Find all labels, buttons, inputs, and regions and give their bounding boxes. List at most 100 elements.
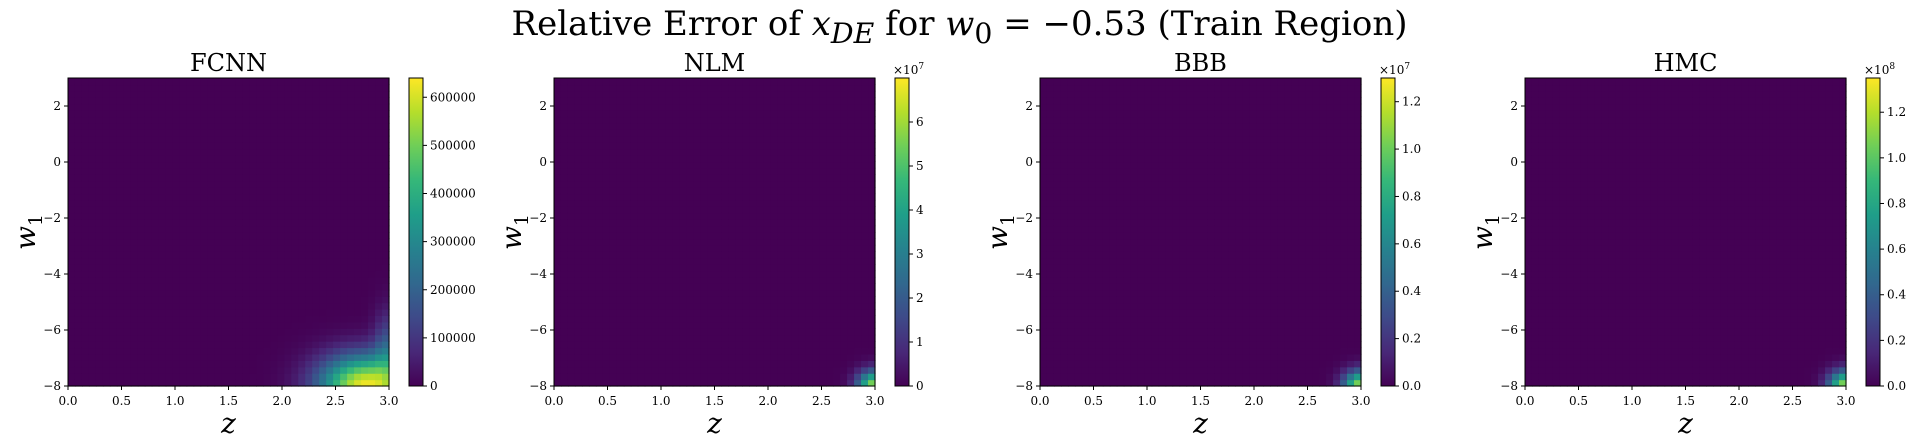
heatmap-cell (256, 142, 264, 150)
heatmap-cell (756, 296, 764, 304)
heatmap-cell (686, 97, 695, 105)
heatmap-cell (361, 373, 369, 381)
heatmap-cell (1081, 360, 1090, 368)
heatmap-cell (123, 84, 132, 92)
heatmap-cell (375, 353, 383, 361)
heatmap-cell (74, 174, 83, 182)
heatmap-cell (721, 155, 730, 163)
heatmap-cell (291, 289, 299, 297)
heatmap-cell (1102, 257, 1111, 265)
heatmap-cell (784, 289, 792, 297)
heatmap-cell (672, 366, 681, 374)
heatmap-cell (1067, 353, 1076, 361)
heatmap-cell (207, 334, 216, 342)
heatmap-cell (609, 206, 618, 214)
heatmap-cell (158, 347, 167, 355)
heatmap-cell (819, 187, 827, 195)
heatmap-cell (1046, 244, 1055, 252)
heatmap-cell (312, 90, 320, 98)
heatmap-cell (130, 212, 139, 220)
heatmap-cell (672, 116, 681, 124)
heatmap-cell (707, 289, 716, 297)
heatmap-cell (102, 379, 111, 387)
heatmap-cell (284, 347, 292, 355)
heatmap-cell (609, 353, 618, 361)
heatmap-cell (770, 180, 778, 188)
heatmap-cell (375, 373, 383, 381)
heatmap-cell (270, 328, 278, 336)
heatmap-cell (1040, 334, 1048, 342)
heatmap-cell (81, 334, 90, 342)
heatmap-cell (805, 90, 813, 98)
heatmap-cell (791, 97, 799, 105)
heatmap-cell (284, 110, 292, 118)
heatmap-cell (172, 135, 181, 143)
heatmap-cell (68, 257, 76, 265)
heatmap-cell (560, 167, 569, 175)
heatmap-cell (574, 199, 583, 207)
heatmap-cell (1067, 167, 1076, 175)
heatmap-cell (340, 129, 348, 137)
x-tick-label: 0.0 (58, 394, 77, 408)
heatmap-cell (574, 84, 583, 92)
heatmap-cell (1074, 347, 1083, 355)
heatmap-cell (305, 334, 313, 342)
heatmap-cell (1040, 232, 1048, 240)
heatmap-cell (291, 225, 299, 233)
heatmap-cell (700, 135, 709, 143)
heatmap-cell (109, 276, 118, 284)
heatmap-cell (249, 379, 258, 387)
heatmap-cell (256, 334, 264, 342)
heatmap-cell (214, 212, 223, 220)
heatmap-cell (361, 232, 369, 240)
heatmap-cell (137, 103, 146, 111)
heatmap-cell (88, 334, 97, 342)
heatmap-cell (602, 341, 611, 349)
heatmap-cell (165, 302, 174, 310)
heatmap-cell (833, 122, 841, 130)
heatmap-cell (1046, 341, 1055, 349)
heatmap-cell (68, 199, 76, 207)
heatmap-cell (749, 122, 757, 130)
heatmap-cell (805, 341, 813, 349)
heatmap-cell (200, 219, 209, 227)
heatmap-cell (354, 334, 362, 342)
heatmap-cell (151, 302, 160, 310)
heatmap-cell (679, 116, 688, 124)
heatmap-cell (742, 135, 750, 143)
heatmap-cell (679, 264, 688, 272)
heatmap-cell (361, 347, 369, 355)
heatmap-cell (1095, 366, 1104, 374)
heatmap-cell (263, 97, 271, 105)
heatmap-cell (609, 135, 618, 143)
heatmap-cell (102, 244, 111, 252)
heatmap-cell (228, 309, 237, 317)
heatmap-cell (868, 90, 876, 98)
heatmap-cell (200, 122, 209, 130)
heatmap-cell (326, 328, 334, 336)
heatmap-cell (868, 212, 876, 220)
heatmap-cell (595, 180, 604, 188)
heatmap-cell (560, 302, 569, 310)
heatmap-cell (179, 366, 188, 374)
heatmap-cell (595, 321, 604, 329)
heatmap-cell (179, 251, 188, 259)
heatmap-cell (200, 379, 209, 387)
heatmap-cell (840, 315, 848, 323)
heatmap-cell (560, 315, 569, 323)
heatmap-cell (581, 232, 590, 240)
heatmap-cell (109, 193, 118, 201)
heatmap-cell (88, 283, 97, 291)
heatmap-cell (672, 206, 681, 214)
heatmap-cell (672, 328, 681, 336)
heatmap-cell (1074, 373, 1083, 381)
heatmap-cell (763, 110, 771, 118)
heatmap-cell (581, 84, 590, 92)
heatmap-cell (749, 212, 757, 220)
heatmap-cell (609, 103, 618, 111)
heatmap-cell (812, 347, 820, 355)
heatmap-cell (291, 122, 299, 130)
heatmap-cell (728, 264, 737, 272)
heatmap-cell (567, 347, 576, 355)
heatmap-cell (742, 296, 750, 304)
